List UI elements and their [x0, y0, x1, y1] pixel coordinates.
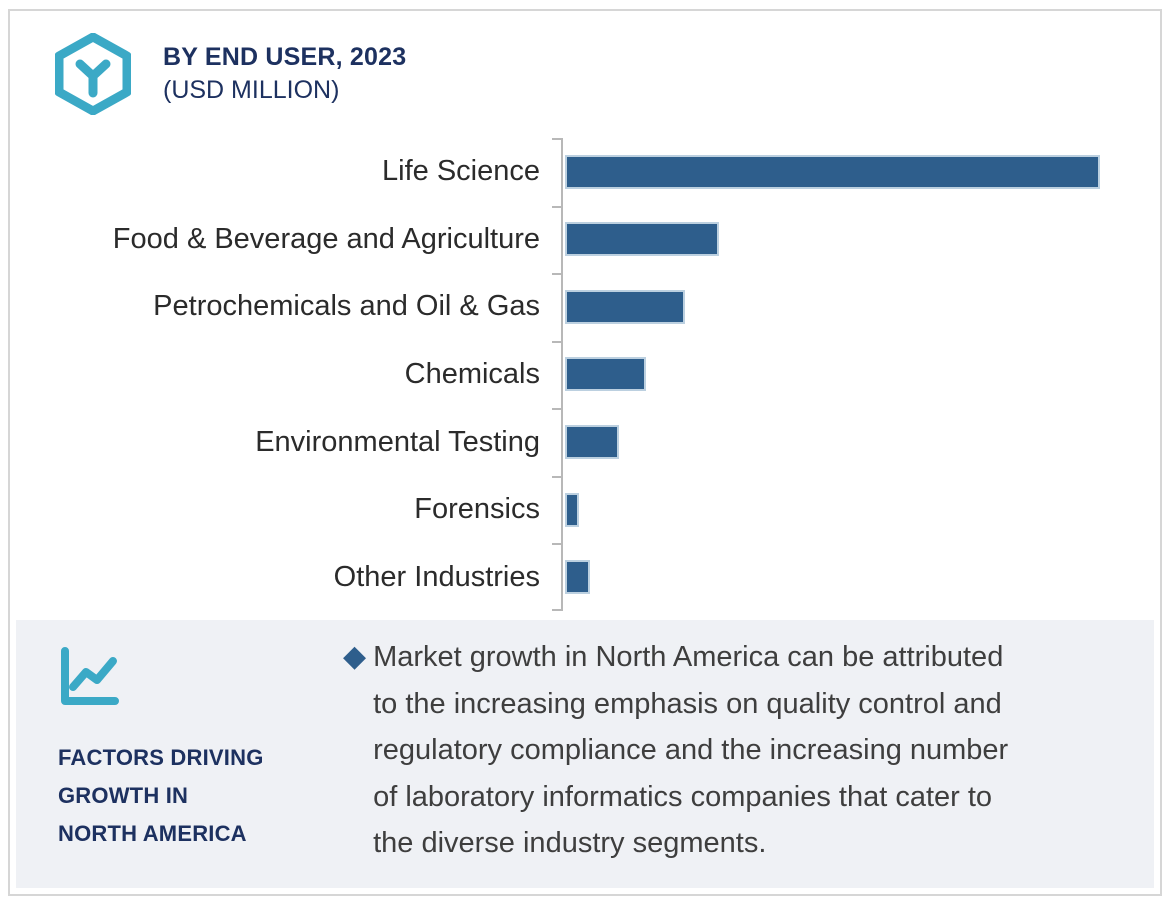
diamond-bullet-icon: ◆ [343, 640, 367, 673]
category-label: Petrochemicals and Oil & Gas [153, 290, 540, 323]
bar-row: Petrochemicals and Oil & Gas [0, 273, 1170, 341]
hexagon-y-logo-icon [55, 33, 131, 115]
bullet-item: ◆ Market growth in North America can be … [343, 634, 1145, 867]
category-label: Environmental Testing [255, 425, 540, 458]
axis-tick [552, 273, 561, 275]
axis-tick [552, 138, 561, 140]
category-label: Other Industries [333, 560, 540, 593]
factors-heading: FACTORS DRIVING GROWTH IN NORTH AMERICA [58, 745, 264, 846]
chart-title-line2: (USD MILLION) [163, 76, 340, 104]
axis-tick [552, 206, 561, 208]
axis-tick [552, 408, 561, 410]
bar-chart-rows: Life Science Food & Beverage and Agricult… [0, 138, 1170, 611]
bar [565, 222, 720, 257]
axis-tick [552, 609, 561, 611]
chart-title: BY END USER, 2023 (USD MILLION) [163, 41, 406, 107]
line-chart-icon [61, 647, 119, 705]
bar [565, 357, 646, 392]
bar-chart: Life Science Food & Beverage and Agricult… [0, 138, 1170, 611]
axis-tick [552, 341, 561, 343]
bar-row: Other Industries [0, 543, 1170, 611]
category-label: Forensics [414, 493, 540, 526]
bar-row: Life Science [0, 138, 1170, 206]
bar [565, 154, 1100, 189]
bar [565, 425, 620, 460]
bar-row: Forensics [0, 476, 1170, 544]
axis-tick [552, 543, 561, 545]
bullet-text: Market growth in North America can be at… [373, 641, 1009, 859]
category-label: Life Science [382, 155, 540, 188]
bar [565, 560, 591, 595]
bar [565, 492, 579, 527]
y-axis-line [561, 138, 563, 611]
category-label: Food & Beverage and Agriculture [112, 222, 540, 255]
bar-row: Chemicals [0, 341, 1170, 409]
bar-row: Food & Beverage and Agriculture [0, 206, 1170, 274]
axis-tick [552, 476, 561, 478]
bar-row: Environmental Testing [0, 408, 1170, 476]
chart-title-line1: BY END USER, 2023 [163, 43, 407, 71]
bar [565, 289, 685, 324]
factors-panel: FACTORS DRIVING GROWTH IN NORTH AMERICA … [16, 620, 1154, 888]
category-label: Chemicals [404, 357, 540, 390]
